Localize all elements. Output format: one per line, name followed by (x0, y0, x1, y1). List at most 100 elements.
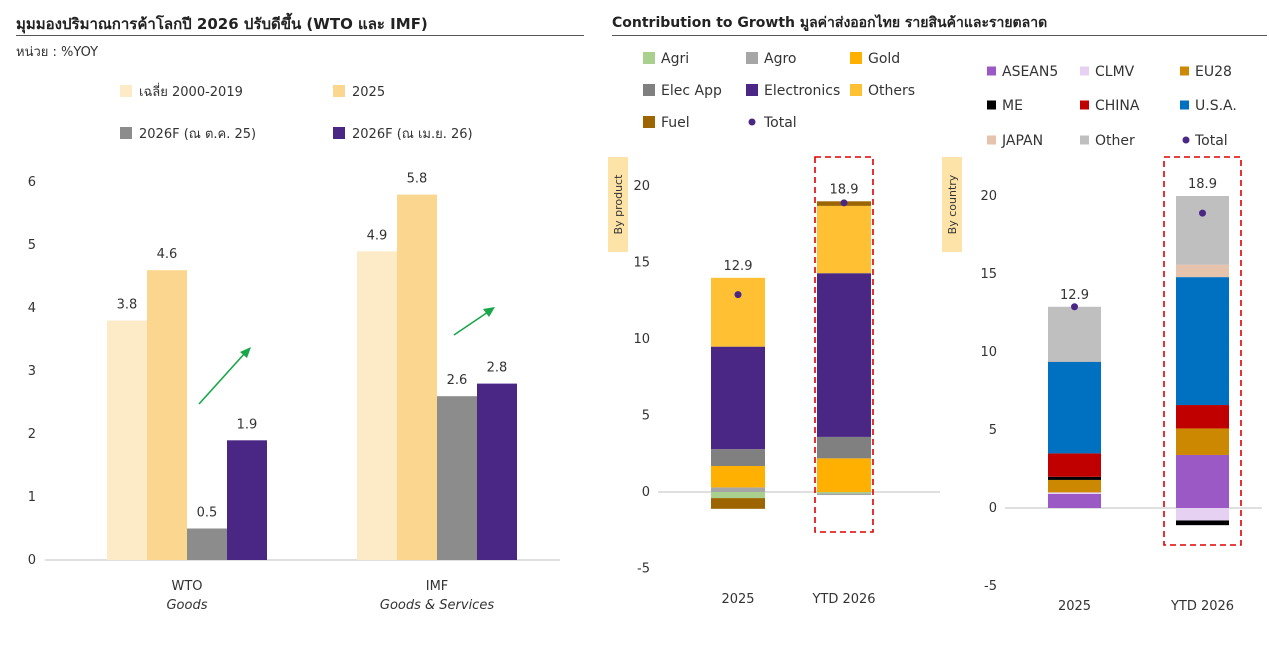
c3-bar-segment (1176, 520, 1229, 526)
c1-bar (147, 270, 187, 560)
c3-total-label: 12.9 (1060, 288, 1089, 303)
c3-y-tick-label: 20 (980, 189, 997, 204)
c1-data-label: 0.5 (197, 506, 218, 521)
c2-legend-label: Others (868, 83, 915, 99)
c2-y-tick-label: 20 (633, 179, 650, 194)
c3-legend-swatch (1180, 100, 1189, 110)
c1-up-arrow-line (453, 311, 489, 336)
c2-legend-label: Fuel (661, 115, 690, 131)
c3-bar-segment (1048, 492, 1101, 494)
c2-legend-label: Agri (661, 51, 689, 67)
c1-legend-swatch (120, 85, 132, 97)
c3-legend-swatch (1080, 135, 1089, 145)
c2-bar-segment (711, 465, 765, 488)
c3-y-tick-label: 0 (989, 501, 997, 516)
c3-bar-segment (1048, 306, 1101, 362)
c1-bar (187, 528, 227, 560)
c3-legend-swatch (987, 66, 996, 76)
c2-y-tick-label: 5 (642, 409, 650, 424)
c2-legend-marker (748, 118, 756, 126)
c3-bar-segment (1176, 264, 1229, 278)
c2-bar-segment (817, 436, 871, 459)
c2-legend-swatch (643, 84, 655, 96)
c1-y-tick-label: 3 (28, 364, 36, 379)
c3-side-label: By country (946, 174, 959, 234)
c3-bar-segment (1048, 479, 1101, 493)
c1-legend-label: 2026F (ณ ต.ค. 25) (139, 127, 256, 142)
c3-bar-segment (1176, 277, 1229, 406)
c2-legend-label: Elec App (661, 83, 722, 99)
left-panel-title: มุมมองปริมาณการค้าโลกปี 2026 ปรับดีขึ้น … (16, 15, 428, 33)
c1-legend-swatch (120, 127, 132, 139)
c2-legend-swatch (746, 52, 758, 64)
c1-up-arrow-head (240, 347, 251, 358)
c2-total-label: 12.9 (724, 259, 753, 274)
left-title-rule (16, 35, 584, 36)
c3-bar-segment (1048, 476, 1101, 480)
c1-data-label: 3.8 (117, 298, 138, 313)
c2-legend-label: Total (763, 115, 797, 131)
c3-legend-label: CHINA (1095, 98, 1140, 114)
c3-bar-segment (1176, 508, 1229, 521)
c3-legend-swatch (1080, 66, 1089, 76)
c2-bar-segment (711, 487, 765, 492)
c2-category-label: 2025 (721, 592, 754, 607)
c2-total-label: 18.9 (830, 182, 859, 197)
c3-legend-label: Total (1194, 133, 1228, 149)
c3-y-tick-label: 10 (980, 345, 997, 360)
c3-legend-swatch (1080, 100, 1089, 110)
c3-legend-label: JAPAN (1001, 133, 1043, 149)
c1-y-tick-label: 4 (28, 301, 36, 316)
c3-bar-segment (1048, 361, 1101, 362)
c1-legend-swatch (333, 127, 345, 139)
c1-category-label: WTO (171, 579, 202, 594)
c2-legend-label: Agro (764, 51, 796, 67)
c2-legend-swatch (850, 52, 862, 64)
c2-legend-swatch (643, 52, 655, 64)
c1-up-arrow-head (483, 307, 495, 317)
c1-legend-swatch (333, 85, 345, 97)
c3-legend-label: U.S.A. (1195, 98, 1237, 114)
c2-y-tick-label: 0 (642, 485, 650, 500)
c2-legend-swatch (850, 84, 862, 96)
c3-legend-label: ME (1002, 98, 1023, 114)
c2-total-marker (734, 291, 742, 299)
c1-bar (227, 440, 267, 560)
c2-bar-segment (817, 492, 871, 494)
c1-legend-label: 2025 (352, 85, 385, 100)
c1-up-arrow-line (198, 352, 246, 405)
c2-side-label-box (608, 157, 628, 252)
c3-legend-label: ASEAN5 (1002, 64, 1058, 80)
c3-total-marker (1071, 303, 1078, 311)
c1-y-tick-label: 0 (28, 553, 36, 568)
c2-bar-segment (711, 449, 765, 466)
c3-legend-swatch (1180, 66, 1189, 76)
c3-bar-segment (1176, 196, 1229, 265)
c1-data-label: 4.6 (157, 247, 178, 262)
c1-bar (397, 194, 437, 560)
c3-category-label: YTD 2026 (1170, 599, 1234, 614)
c1-y-tick-label: 1 (28, 490, 36, 505)
c1-y-tick-label: 2 (28, 427, 36, 442)
c2-bar-segment (817, 493, 871, 496)
c3-bar-segment (1048, 361, 1101, 454)
c3-highlight-box (1163, 156, 1242, 546)
c3-bar-segment (1176, 405, 1229, 429)
c2-y-tick-label: 10 (633, 332, 650, 347)
c2-bar-segment (711, 346, 765, 450)
c1-data-label: 4.9 (367, 228, 388, 243)
c3-bar-segment (1048, 453, 1101, 477)
c2-legend-swatch (643, 116, 655, 128)
c3-legend-label: CLMV (1095, 64, 1135, 80)
c1-bar (437, 396, 477, 560)
c1-bar (357, 251, 397, 561)
c2-side-label: By product (612, 174, 625, 235)
c1-bar (477, 383, 517, 560)
c1-legend-label: 2026F (ณ เม.ย. 26) (352, 127, 473, 142)
c2-total-marker (840, 199, 848, 207)
c3-category-label: 2025 (1058, 599, 1091, 614)
c2-bar-segment (817, 273, 871, 437)
c3-total-marker (1199, 209, 1206, 217)
c3-bar-segment (1176, 428, 1229, 455)
